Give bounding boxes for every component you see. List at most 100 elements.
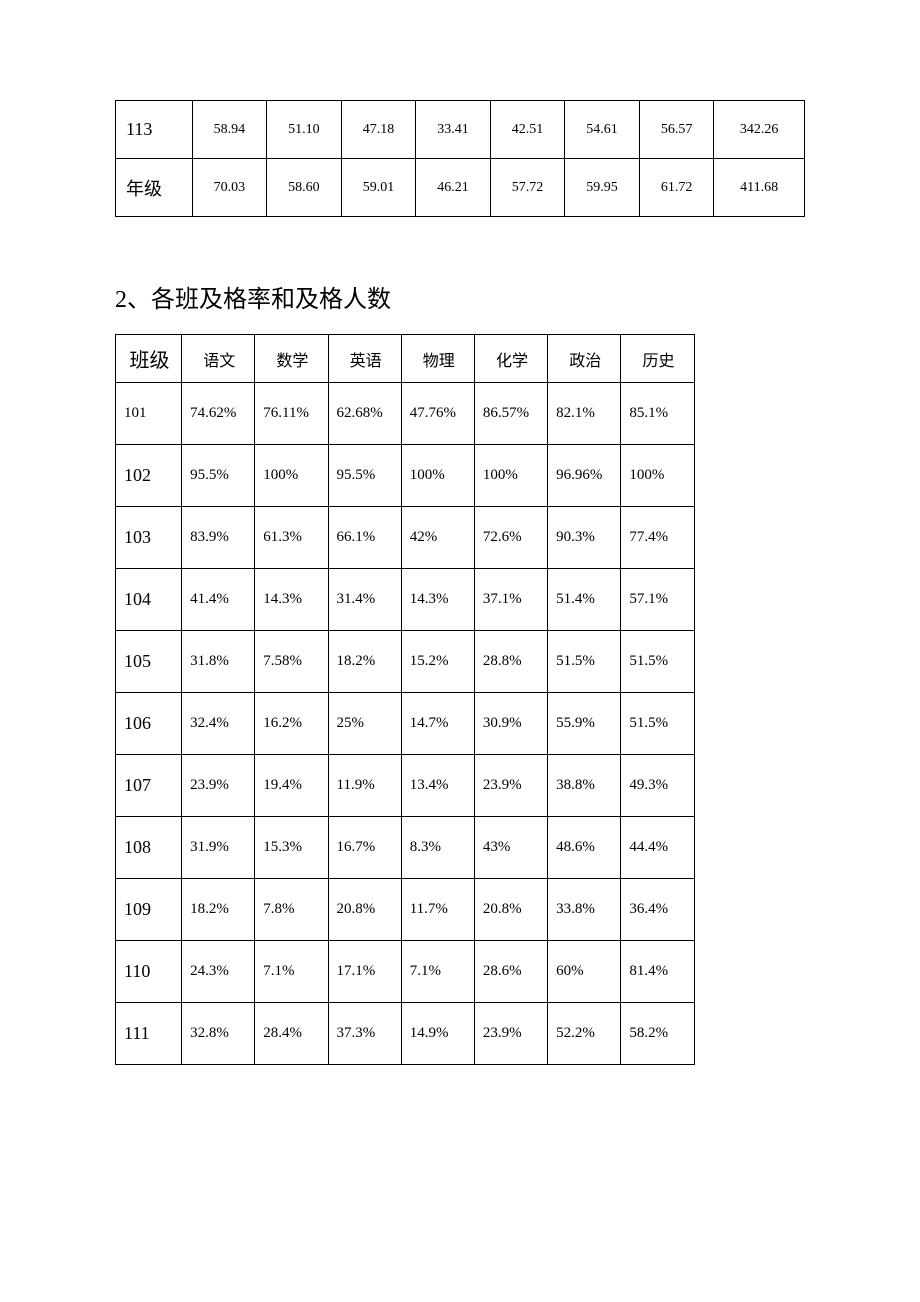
cell: 56.57 [639, 101, 714, 159]
row-label: 年级 [116, 159, 193, 217]
cell: 44.4% [621, 817, 694, 879]
cell: 62.68% [328, 383, 401, 445]
cell: 23.9% [474, 1003, 547, 1065]
cell: 38.8% [548, 755, 621, 817]
row-label: 103 [116, 507, 182, 569]
header-cell: 班级 [116, 335, 182, 383]
cell: 51.5% [621, 631, 694, 693]
cell: 37.3% [328, 1003, 401, 1065]
cell: 47.18 [341, 101, 416, 159]
header-cell: 政治 [548, 335, 621, 383]
cell: 30.9% [474, 693, 547, 755]
table-row: 101 74.62% 76.11% 62.68% 47.76% 86.57% 8… [116, 383, 695, 445]
cell: 100% [401, 445, 474, 507]
row-label: 106 [116, 693, 182, 755]
cell: 23.9% [474, 755, 547, 817]
cell: 83.9% [182, 507, 255, 569]
table-row: 年级 70.03 58.60 59.01 46.21 57.72 59.95 6… [116, 159, 805, 217]
table-row: 103 83.9% 61.3% 66.1% 42% 72.6% 90.3% 77… [116, 507, 695, 569]
cell: 61.3% [255, 507, 328, 569]
row-label: 101 [116, 383, 182, 445]
cell: 59.01 [341, 159, 416, 217]
cell: 7.1% [401, 941, 474, 1003]
cell: 411.68 [714, 159, 805, 217]
cell: 57.1% [621, 569, 694, 631]
cell: 70.03 [192, 159, 267, 217]
cell: 82.1% [548, 383, 621, 445]
cell: 7.1% [255, 941, 328, 1003]
table-row: 113 58.94 51.10 47.18 33.41 42.51 54.61 … [116, 101, 805, 159]
cell: 36.4% [621, 879, 694, 941]
cell: 86.57% [474, 383, 547, 445]
cell: 32.8% [182, 1003, 255, 1065]
row-label: 104 [116, 569, 182, 631]
cell: 46.21 [416, 159, 491, 217]
cell: 47.76% [401, 383, 474, 445]
table-row: 108 31.9% 15.3% 16.7% 8.3% 43% 48.6% 44.… [116, 817, 695, 879]
row-label: 108 [116, 817, 182, 879]
cell: 42.51 [490, 101, 565, 159]
cell: 13.4% [401, 755, 474, 817]
cell: 28.6% [474, 941, 547, 1003]
header-cell: 英语 [328, 335, 401, 383]
cell: 55.9% [548, 693, 621, 755]
section-heading: 2、各班及格率和及格人数 [115, 279, 805, 314]
cell: 16.7% [328, 817, 401, 879]
pass-rate-table: 班级 语文 数学 英语 物理 化学 政治 历史 101 74.62% 76.11… [115, 334, 695, 1065]
cell: 28.8% [474, 631, 547, 693]
row-label: 105 [116, 631, 182, 693]
cell: 17.1% [328, 941, 401, 1003]
cell: 81.4% [621, 941, 694, 1003]
cell: 74.62% [182, 383, 255, 445]
cell: 90.3% [548, 507, 621, 569]
cell: 58.2% [621, 1003, 694, 1065]
cell: 11.7% [401, 879, 474, 941]
cell: 57.72 [490, 159, 565, 217]
cell: 85.1% [621, 383, 694, 445]
cell: 28.4% [255, 1003, 328, 1065]
cell: 77.4% [621, 507, 694, 569]
cell: 58.60 [267, 159, 342, 217]
cell: 31.8% [182, 631, 255, 693]
cell: 96.96% [548, 445, 621, 507]
cell: 51.10 [267, 101, 342, 159]
cell: 59.95 [565, 159, 640, 217]
cell: 100% [474, 445, 547, 507]
table-row: 102 95.5% 100% 95.5% 100% 100% 96.96% 10… [116, 445, 695, 507]
row-label: 110 [116, 941, 182, 1003]
cell: 7.8% [255, 879, 328, 941]
table-row: 104 41.4% 14.3% 31.4% 14.3% 37.1% 51.4% … [116, 569, 695, 631]
header-cell: 历史 [621, 335, 694, 383]
cell: 7.58% [255, 631, 328, 693]
cell: 72.6% [474, 507, 547, 569]
cell: 14.9% [401, 1003, 474, 1065]
table-row: 110 24.3% 7.1% 17.1% 7.1% 28.6% 60% 81.4… [116, 941, 695, 1003]
cell: 31.9% [182, 817, 255, 879]
cell: 24.3% [182, 941, 255, 1003]
row-label: 102 [116, 445, 182, 507]
cell: 20.8% [474, 879, 547, 941]
table-row: 109 18.2% 7.8% 20.8% 11.7% 20.8% 33.8% 3… [116, 879, 695, 941]
row-label: 107 [116, 755, 182, 817]
table-row: 111 32.8% 28.4% 37.3% 14.9% 23.9% 52.2% … [116, 1003, 695, 1065]
cell: 58.94 [192, 101, 267, 159]
cell: 95.5% [328, 445, 401, 507]
cell: 16.2% [255, 693, 328, 755]
cell: 25% [328, 693, 401, 755]
cell: 41.4% [182, 569, 255, 631]
scores-table-body: 113 58.94 51.10 47.18 33.41 42.51 54.61 … [116, 101, 805, 217]
cell: 19.4% [255, 755, 328, 817]
cell: 95.5% [182, 445, 255, 507]
pass-rate-table-body: 班级 语文 数学 英语 物理 化学 政治 历史 101 74.62% 76.11… [116, 335, 695, 1065]
cell: 18.2% [182, 879, 255, 941]
cell: 48.6% [548, 817, 621, 879]
cell: 20.8% [328, 879, 401, 941]
cell: 33.41 [416, 101, 491, 159]
table-header-row: 班级 语文 数学 英语 物理 化学 政治 历史 [116, 335, 695, 383]
cell: 14.3% [401, 569, 474, 631]
cell: 15.2% [401, 631, 474, 693]
cell: 51.5% [621, 693, 694, 755]
header-cell: 数学 [255, 335, 328, 383]
cell: 15.3% [255, 817, 328, 879]
cell: 42% [401, 507, 474, 569]
